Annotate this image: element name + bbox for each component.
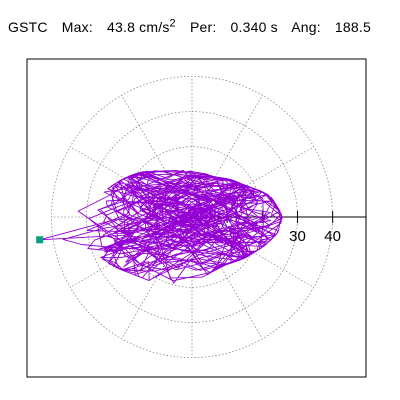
grid-spoke-60 <box>209 95 263 187</box>
angle-label: Ang: <box>291 18 321 35</box>
max-unit-exponent: 2 <box>169 17 176 29</box>
angle-value: 188.5 <box>334 18 371 35</box>
radial-tick-label-40: 40 <box>324 228 341 245</box>
max-label: Max: <box>61 18 93 35</box>
radial-tick-label-30: 30 <box>289 228 306 245</box>
plot-frame <box>26 58 367 378</box>
max-value: 43.8 cm/s2 <box>107 17 176 35</box>
orbit-trace <box>39 169 284 284</box>
period-label: Per: <box>189 18 217 35</box>
plot-header: GSTC Max: 43.8 cm/s2 Per: 0.340 s Ang: 1… <box>8 17 381 35</box>
max-marker-square <box>36 236 44 244</box>
station-code: GSTC <box>8 18 48 35</box>
max-marker <box>36 236 44 244</box>
orbit-trace-path <box>39 169 284 284</box>
period-value: 0.340 s <box>230 18 278 35</box>
